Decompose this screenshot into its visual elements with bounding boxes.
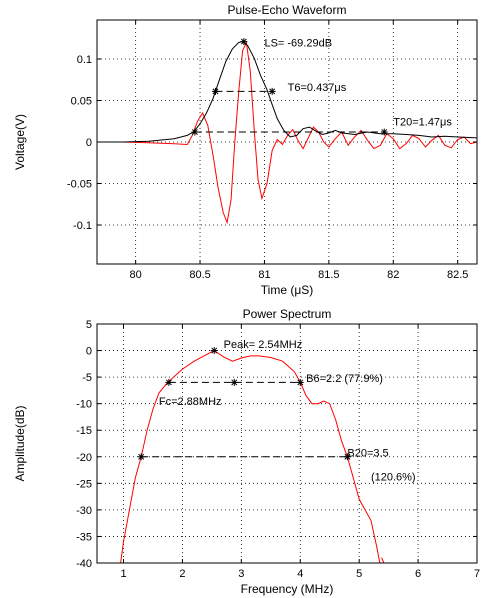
- chart-title: Power Spectrum: [243, 307, 332, 321]
- marker-star: [165, 378, 173, 386]
- spectrum-tail-line: [381, 557, 385, 564]
- y-tick-label: -40: [76, 558, 92, 570]
- y-tick-label: 0: [86, 137, 92, 149]
- x-tick-label: 81: [258, 269, 270, 281]
- x-tick-label: 80: [130, 269, 142, 281]
- x-tick-label: 2: [179, 568, 185, 580]
- marker-stroke: [138, 453, 145, 460]
- marker-stroke: [269, 88, 276, 95]
- x-tick-label: 82: [387, 269, 399, 281]
- marker-stroke: [381, 129, 388, 135]
- marker-stroke: [211, 347, 218, 354]
- y-tick-label: 0.05: [71, 96, 92, 108]
- plot-area: [97, 324, 477, 563]
- y-tick-label: -30: [76, 505, 92, 517]
- marker-stroke: [231, 379, 238, 386]
- chart-title: Pulse-Echo Waveform: [228, 3, 347, 17]
- grid: [97, 20, 477, 264]
- echo-waveform-line: [97, 40, 478, 225]
- x-tick-label: 7: [474, 568, 480, 580]
- marker-star: [268, 87, 276, 95]
- annotation-label: Fc=2.88MHz: [159, 396, 222, 408]
- annotation-label: T6=0.437μs: [288, 82, 347, 94]
- envelope-line: [97, 41, 478, 143]
- waveform-panel: LS= -69.29dB T6=0.437μs T20=1.47μs 80 80.5 81…: [13, 3, 478, 297]
- x-tick-label: 4: [297, 568, 303, 580]
- annotation-label: Peak= 2.54MHz: [224, 339, 303, 351]
- x-axis-label: Time (μS): [261, 283, 313, 297]
- marker-star: [296, 378, 304, 386]
- marker-stroke: [212, 88, 219, 95]
- axes-frame: [96, 323, 478, 564]
- x-tick-label: 3: [238, 568, 244, 580]
- marker-star: [191, 128, 199, 136]
- marker-stroke: [165, 379, 172, 386]
- marker-stroke: [344, 453, 351, 460]
- marker-star: [212, 87, 220, 95]
- x-tick-label: 81.5: [318, 269, 339, 281]
- grid: [97, 324, 477, 563]
- annotation-label: LS= -69.29dB: [264, 37, 332, 49]
- x-tick-label: 6: [415, 568, 421, 580]
- marker-star: [380, 128, 388, 136]
- x-tick-label: 5: [356, 568, 362, 580]
- y-tick-label: -15: [76, 425, 92, 437]
- y-axis-label: Voltage(V): [13, 114, 27, 170]
- annotation-label: T20=1.47μs: [393, 116, 452, 128]
- y-tick-label: -20: [76, 452, 92, 464]
- y-tick-label: -25: [76, 478, 92, 490]
- marker-star: [230, 378, 238, 386]
- x-tick-label: 82.5: [447, 269, 468, 281]
- y-tick-label: 5: [86, 319, 92, 331]
- x-axis-label: Frequency (MHz): [241, 582, 334, 596]
- marker-star: [137, 453, 145, 461]
- y-tick-label: -10: [76, 399, 92, 411]
- marker-stroke: [240, 38, 247, 45]
- y-tick-label: -0.1: [73, 220, 92, 232]
- y-tick-label: 0: [86, 346, 92, 358]
- x-tick-label: 1: [120, 568, 126, 580]
- annotation-label: (120.6%): [371, 471, 416, 483]
- annotation-label: B6=2.2 (77.9%): [306, 373, 383, 385]
- x-tick-label: 80.5: [189, 269, 210, 281]
- y-tick-label: -0.05: [67, 178, 92, 190]
- marker-stroke: [191, 129, 198, 135]
- marker-star: [210, 347, 218, 355]
- y-tick-label: -35: [76, 531, 92, 543]
- marker-star: [343, 453, 351, 461]
- y-axis-label: Amplitude(dB): [13, 405, 27, 481]
- marker-star: [240, 38, 248, 46]
- annotation-label: B20=3.5: [347, 448, 388, 460]
- marker-stroke: [297, 379, 304, 386]
- y-tick-label: -5: [82, 372, 92, 384]
- y-tick-label: 0.1: [77, 54, 92, 66]
- spectrum-panel: Peak= 2.54MHz B6=2.2 (77.9%) Fc=2.88MHz B20…: [13, 307, 480, 596]
